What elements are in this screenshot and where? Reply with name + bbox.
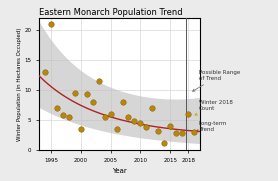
Text: Possible Range
of Trend: Possible Range of Trend bbox=[193, 70, 240, 91]
Y-axis label: Winter Population (in Hectares Occupied): Winter Population (in Hectares Occupied) bbox=[16, 28, 21, 141]
Text: Winter 2018
Count: Winter 2018 Count bbox=[195, 100, 233, 115]
Text: Eastern Monarch Population Trend: Eastern Monarch Population Trend bbox=[39, 8, 183, 17]
Text: Long-term
Trend: Long-term Trend bbox=[196, 121, 227, 132]
X-axis label: Year: Year bbox=[112, 169, 127, 174]
